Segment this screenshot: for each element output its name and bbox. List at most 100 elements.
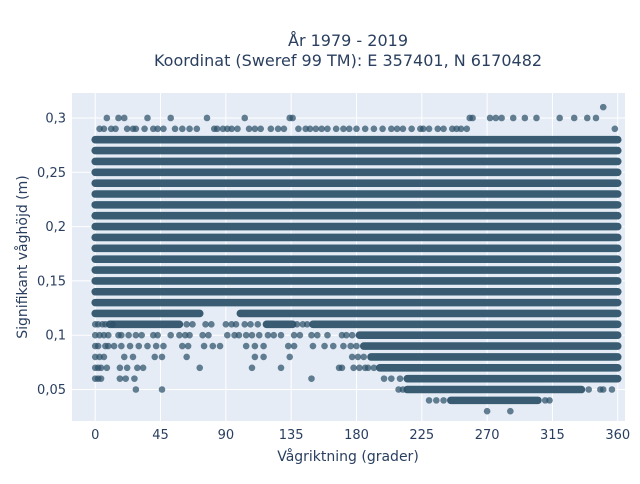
data-point: [202, 321, 209, 328]
data-point: [290, 342, 298, 350]
data-point: [135, 342, 143, 350]
data-point: [144, 114, 151, 122]
data-point: [248, 364, 256, 372]
data-point: [208, 321, 215, 328]
data-point: [313, 331, 321, 339]
data-point: [370, 364, 378, 372]
data-point: [370, 125, 378, 133]
y-axis-label: Signifikant våghöjd (m): [14, 175, 31, 338]
data-point: [264, 331, 272, 339]
data-point: [556, 114, 563, 122]
data-point: [160, 125, 167, 133]
data-point: [284, 342, 292, 350]
data-point: [103, 114, 111, 122]
data-point: [132, 125, 140, 133]
data-point: [348, 331, 356, 339]
data-point: [393, 125, 401, 133]
data-point: [599, 103, 607, 111]
data-point: [348, 353, 356, 361]
data-point: [209, 342, 217, 350]
x-tick-label: 135: [279, 428, 304, 443]
data-point: [345, 125, 353, 133]
data-point: [353, 342, 360, 350]
data-point: [242, 342, 250, 350]
data-point: [222, 321, 230, 328]
data-point: [242, 331, 250, 339]
data-point: [193, 125, 201, 133]
data-point: [241, 321, 249, 328]
data-point: [158, 386, 166, 393]
data-point: [306, 125, 314, 133]
chart-title-line1: År 1979 - 2019: [288, 31, 408, 50]
data-point: [123, 125, 131, 133]
data-point: [295, 125, 302, 133]
data-point: [176, 331, 183, 339]
data-points: [91, 103, 622, 415]
data-point: [100, 353, 108, 361]
data-point: [440, 125, 447, 133]
data-point: [463, 125, 471, 133]
data-point: [100, 125, 108, 133]
data-point: [434, 125, 442, 133]
data-point: [425, 397, 433, 404]
data-point: [457, 125, 465, 133]
data-point: [255, 331, 263, 339]
data-point: [364, 364, 372, 372]
data-point: [399, 386, 407, 393]
x-tick-label: 315: [540, 428, 565, 443]
data-point: [338, 364, 346, 372]
data-point: [293, 321, 301, 328]
data-point: [134, 364, 141, 372]
data-point: [289, 114, 296, 122]
data-point: [251, 125, 259, 133]
data-point: [154, 125, 161, 133]
data-point: [611, 125, 619, 133]
data-point: [132, 331, 140, 339]
data-point: [186, 331, 193, 339]
data-point: [179, 342, 186, 350]
data-point: [354, 353, 362, 361]
data-point: [309, 342, 317, 350]
data-point: [241, 114, 249, 122]
data-point: [433, 397, 440, 404]
data-point: [160, 342, 167, 350]
data-point: [251, 342, 259, 350]
data-point: [592, 114, 600, 122]
data-point: [440, 397, 447, 404]
data-point: [296, 331, 304, 339]
data-point: [213, 125, 221, 133]
data-point: [308, 375, 315, 382]
data-point: [270, 331, 278, 339]
data-point: [216, 342, 224, 350]
y-tick-label: 0,3: [45, 111, 66, 126]
data-point: [321, 342, 328, 350]
data-point: [608, 386, 616, 393]
data-point: [203, 114, 211, 122]
data-point: [132, 386, 140, 393]
y-tick-label: 0,2: [45, 220, 66, 235]
data-point: [280, 125, 288, 133]
data-point: [248, 331, 256, 339]
data-point: [277, 364, 285, 372]
x-axis-ticks: 0 45 90 135 180 225 270 315 360: [91, 428, 630, 443]
data-point: [152, 342, 160, 350]
data-point: [570, 114, 578, 122]
data-point: [361, 125, 369, 133]
data-point: [380, 375, 388, 382]
x-tick-label: 225: [409, 428, 434, 443]
data-point: [274, 125, 282, 133]
data-point: [408, 125, 415, 133]
data-point: [347, 342, 354, 350]
data-point: [483, 407, 491, 415]
data-point: [507, 407, 514, 415]
data-point: [388, 125, 395, 133]
chart-title-line2: Koordinat (Sweref 99 TM): E 357401, N 61…: [154, 51, 542, 70]
data-point: [126, 342, 134, 350]
data-point: [116, 364, 124, 372]
data-point: [254, 321, 262, 328]
data-point: [123, 364, 131, 372]
data-point: [318, 125, 325, 133]
data-point: [94, 342, 102, 350]
